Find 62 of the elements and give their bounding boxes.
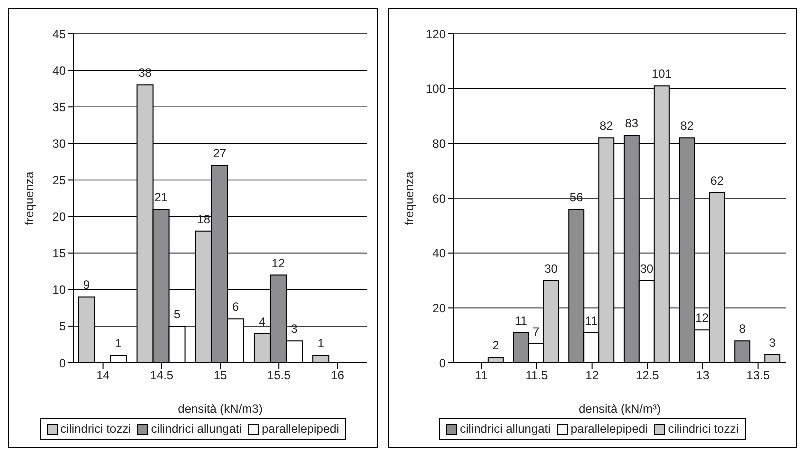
data-label: 2 <box>492 338 500 353</box>
data-label: 83 <box>625 116 639 130</box>
y-axis-title: frequenza <box>402 171 416 226</box>
y-tick-label: 15 <box>52 246 66 261</box>
legend-label: parallelepipedi <box>262 422 340 436</box>
data-label: 12 <box>696 311 710 326</box>
legend-label: cilindrici tozzi <box>60 422 132 436</box>
data-label: 4 <box>259 314 266 329</box>
data-label: 82 <box>600 119 614 134</box>
y-tick-label: 80 <box>432 136 446 151</box>
data-label: 82 <box>680 119 694 134</box>
x-axis-title: densità (kN/m3) <box>178 402 263 416</box>
data-label: 9 <box>83 278 90 292</box>
y-tick-label: 60 <box>432 192 446 206</box>
data-label: 18 <box>197 212 211 226</box>
x-tick-label: 12 <box>586 368 600 383</box>
x-tick-label: 13 <box>696 368 710 383</box>
legend-label: parallelepipedi <box>570 422 648 436</box>
y-axis-title: frequenza <box>22 171 36 226</box>
y-tick-label: 25 <box>52 173 66 188</box>
x-tick-label: 12.5 <box>636 368 660 383</box>
y-tick-label: 120 <box>426 27 446 42</box>
y-tick-label: 20 <box>52 210 66 224</box>
data-label: 1 <box>115 336 122 351</box>
x-tick-label: 15 <box>214 368 228 383</box>
data-label: 21 <box>154 190 168 204</box>
x-tick-label: 14 <box>96 368 110 383</box>
data-label: 12 <box>272 256 286 270</box>
data-label: 3 <box>769 336 776 350</box>
legend-label: cilindrici allungati <box>460 422 551 436</box>
data-label: 27 <box>213 146 227 161</box>
x-axis-title: densità (kN/m³) <box>578 402 662 416</box>
y-tick-label: 100 <box>426 82 446 96</box>
x-tick-label: 13.5 <box>746 368 770 383</box>
data-label: 11 <box>515 314 528 328</box>
y-tick-label: 30 <box>52 136 66 151</box>
data-label: 30 <box>544 262 558 276</box>
data-label: 62 <box>710 174 724 188</box>
y-tick-label: 40 <box>432 246 446 261</box>
data-label: 8 <box>739 322 746 336</box>
data-label: 30 <box>640 262 654 276</box>
y-tick-label: 45 <box>52 27 66 42</box>
x-tick-label: 15.5 <box>267 368 292 383</box>
x-tick-label: 14.5 <box>150 368 174 383</box>
data-label: 5 <box>174 307 181 322</box>
y-tick-label: 40 <box>52 64 66 78</box>
data-label: 7 <box>532 324 540 339</box>
legend-label: cilindrici tozzi <box>668 422 739 436</box>
x-tick-label: 11.5 <box>526 368 549 383</box>
data-label: 1 <box>318 336 325 351</box>
data-label: 6 <box>232 300 240 314</box>
y-tick-label: 5 <box>59 320 66 334</box>
data-label: 11 <box>585 314 598 328</box>
x-tick-label: 11 <box>475 368 488 383</box>
y-tick-label: 20 <box>432 301 446 316</box>
x-tick-label: 16 <box>331 368 345 383</box>
y-tick-label: 0 <box>439 356 446 370</box>
y-tick-label: 10 <box>52 283 66 298</box>
legend-label: cilindrici allungati <box>151 422 242 436</box>
y-tick-label: 35 <box>52 100 66 114</box>
data-label: 101 <box>652 67 672 82</box>
y-tick-label: 0 <box>59 356 66 370</box>
